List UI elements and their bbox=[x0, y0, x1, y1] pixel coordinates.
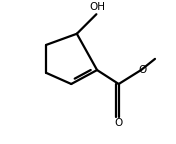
Text: O: O bbox=[138, 65, 147, 75]
Text: OH: OH bbox=[90, 2, 106, 12]
Text: O: O bbox=[115, 118, 123, 128]
